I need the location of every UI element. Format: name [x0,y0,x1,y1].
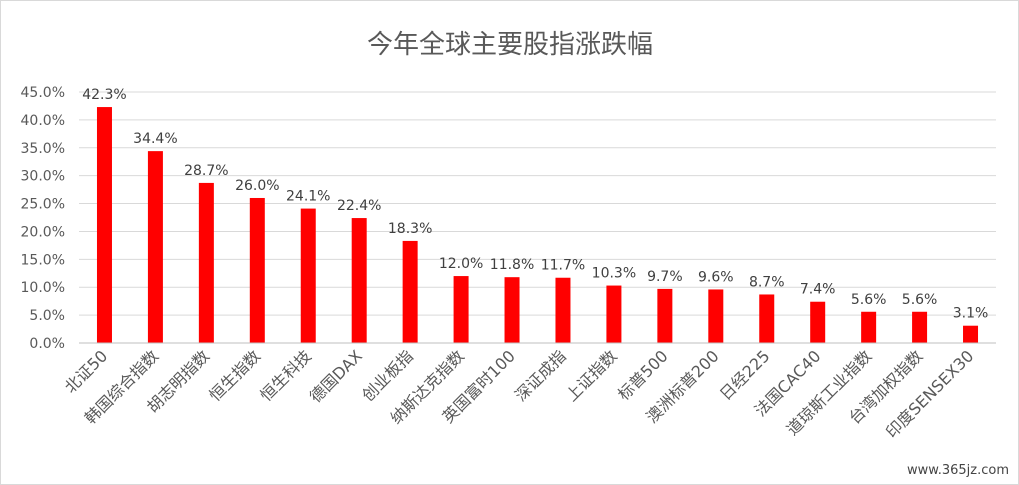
y-tick-label: 30.0% [21,169,65,185]
category-label: 德国DAX [306,346,366,406]
bar [963,325,979,343]
bar [606,285,622,343]
y-tick-label: 45.0% [21,85,65,101]
data-label: 9.7% [647,269,683,285]
data-label: 34.4% [133,131,177,147]
x-axis-categories: 北证50韩国综合指数胡志明指数恒生指数恒生科技德国DAX创业板指纳斯达克指数英国… [61,346,978,441]
bar [453,276,469,343]
y-tick-label: 15.0% [21,252,65,268]
bar [198,182,214,343]
data-label: 26.0% [235,178,279,194]
y-tick-label: 40.0% [21,113,65,129]
bar [351,218,367,343]
bar [810,301,826,343]
data-labels: 42.3% 34.4% 28.7% 26.0% 24.1% 22.4% 18.3% 12.0%… [82,87,988,322]
y-tick-label: 10.0% [21,280,65,296]
data-label: 5.6% [902,292,938,308]
y-tick-label: 5.0% [29,308,65,324]
chart-title: 今年全球主要股指涨跌幅 [367,30,653,60]
bar [147,151,163,343]
data-label: 42.3% [82,87,126,103]
watermark-text: www.365jz.com [907,463,1009,478]
bar [96,107,112,343]
y-tick-label: 0.0% [29,336,65,352]
bar [861,311,877,343]
data-label: 28.7% [184,163,228,179]
bar [402,240,418,343]
data-label: 18.3% [388,221,432,237]
y-axis-ticks: 0.0% 5.0% 10.0% 15.0% 20.0% 25.0% 30.0% 35.0% 40… [21,85,65,352]
bar [249,197,265,343]
data-label: 24.1% [286,189,330,205]
bar [708,289,724,343]
bar [555,277,571,343]
bar [657,288,673,343]
data-label: 12.0% [439,256,483,272]
bars [96,107,979,343]
data-label: 22.4% [337,198,381,214]
category-label: 上证指数 [562,346,621,405]
data-label: 7.4% [800,282,836,298]
y-tick-label: 35.0% [21,141,65,157]
bar [759,294,775,343]
category-label: 印度SENSEX30 [882,346,977,441]
gridlines [79,91,996,316]
data-label: 11.7% [541,258,585,274]
data-label: 3.1% [953,306,989,322]
bar [504,277,520,343]
bar [300,208,316,343]
y-tick-label: 20.0% [21,224,65,240]
y-tick-label: 25.0% [21,197,65,213]
data-label: 8.7% [749,274,785,290]
category-label: 深证成指 [511,346,570,405]
category-label: 恒生指数 [205,346,264,405]
data-label: 10.3% [592,266,636,282]
bar [912,311,928,343]
data-label: 9.6% [698,269,734,285]
category-label: 北证50 [61,346,111,396]
data-label: 5.6% [851,292,887,308]
category-label: 恒生科技 [256,346,315,405]
data-label: 11.8% [490,257,534,273]
